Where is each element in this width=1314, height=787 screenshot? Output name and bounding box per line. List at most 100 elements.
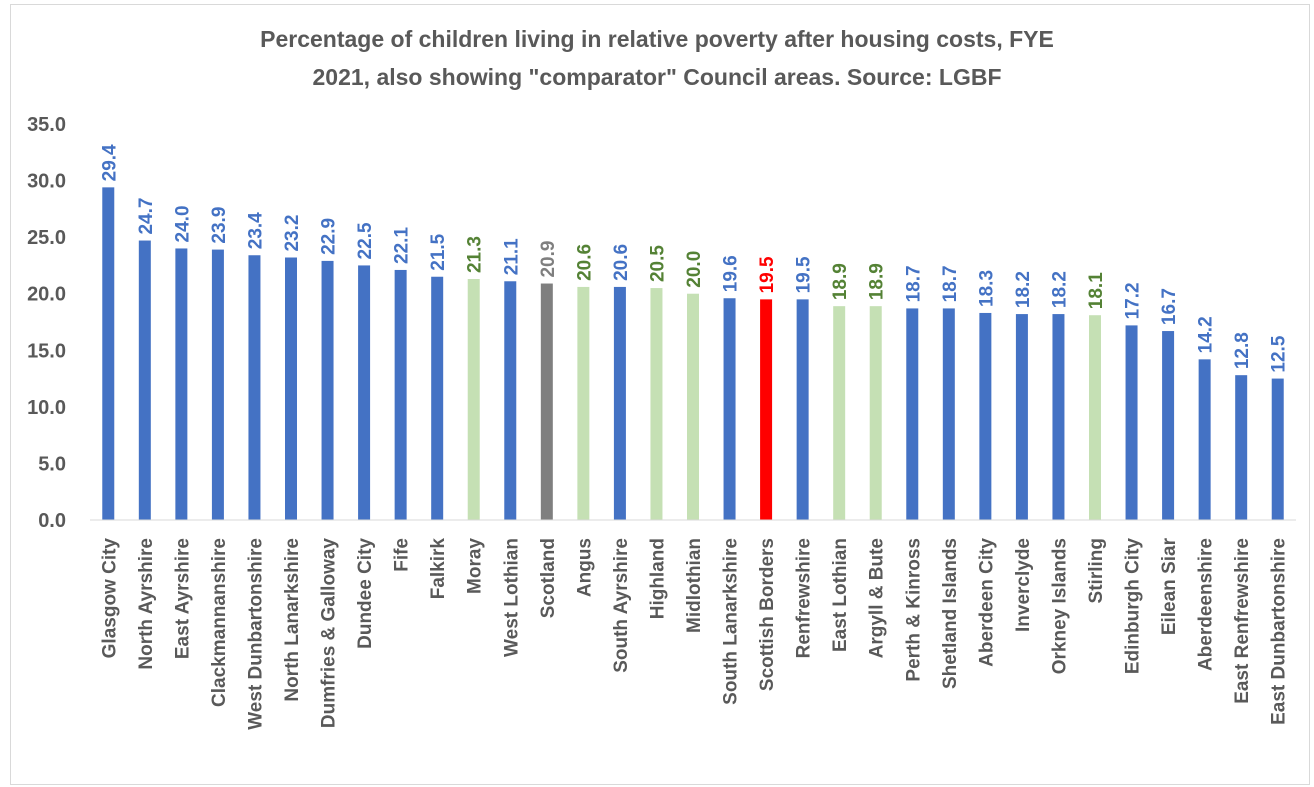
x-tick-label: South Lanarkshire [721,538,742,705]
y-tick-label: 20.0 [27,284,66,306]
x-tick-label: East Ayrshire [172,538,193,659]
bar [1162,331,1175,520]
data-label: 19.5 [757,256,778,293]
bar [1015,314,1028,520]
bar [540,283,553,520]
x-tick-label: Falkirk [428,538,449,600]
data-label: 21.3 [465,236,486,273]
bar [285,257,297,520]
x-tick-label: Scotland [538,538,559,618]
bar [138,240,151,520]
y-tick-label: 15.0 [27,340,66,362]
bar [906,308,919,520]
bar [102,187,115,521]
x-tick-label: Edinburgh City [1123,538,1144,675]
x-tick-label: West Dunbartonshire [245,538,266,730]
x-tick-label: Midlothian [684,538,705,633]
data-label: 19.5 [794,256,815,293]
x-tick-label: East Lothian [830,538,851,652]
x-tick-label: Clackmannanshire [209,538,230,707]
y-tick-label: 30.0 [27,171,66,193]
data-label: 22.5 [355,222,376,259]
bar [394,269,407,520]
data-label: 23.9 [209,207,230,244]
y-tick-label: 35.0 [27,114,66,136]
chart-title: Percentage of children living in relativ… [0,20,1314,96]
x-tick-label: Eilean Siar [1159,537,1180,635]
data-label: 18.9 [830,263,851,300]
data-label: 20.0 [684,251,705,288]
y-axis: 0.0 5.0 10.0 15.0 20.0 25.0 30.0 35.0 [27,114,66,532]
x-tick-label: Moray [465,538,486,594]
data-label: 16.7 [1159,288,1180,325]
x-tick-label: North Ayrshire [136,538,157,670]
data-label: 18.7 [940,265,961,302]
x-tick-label: Angus [574,538,595,597]
bar [1235,375,1248,520]
y-tick-label: 25.0 [27,227,66,249]
x-tick-label: Aberdeen City [976,538,997,667]
data-label: 12.8 [1232,332,1253,369]
bar [431,276,444,520]
data-label: 22.1 [392,227,413,264]
data-label: 12.5 [1269,335,1290,372]
x-tick-label: Aberdeenshire [1196,538,1217,671]
bar [650,288,663,520]
bar [613,286,626,520]
x-tick-label: North Lanarkshire [282,538,303,702]
x-tick-label: Highland [647,538,668,619]
data-label: 21.5 [428,233,449,270]
data-label: 18.2 [1013,271,1034,308]
data-label: 20.5 [647,245,668,282]
bar [1052,314,1065,520]
bar [467,279,480,520]
bar [979,312,992,520]
bar [833,306,846,520]
bar [869,306,882,520]
data-label: 18.9 [867,263,888,300]
bar [211,249,224,521]
x-tick-label: Stirling [1086,538,1107,603]
bar [1198,359,1211,520]
data-label: 24.7 [136,198,157,235]
data-label: 20.9 [538,241,559,278]
x-tick-label: Renfrewshire [794,538,815,658]
x-tick-label: Inverclyde [1013,538,1034,632]
x-tick-label: Fife [392,538,413,572]
x-tick-label: Dumfries & Galloway [319,538,340,728]
bar [577,286,590,520]
bar [504,281,517,520]
bar [723,298,736,520]
bars [102,187,1284,521]
data-label: 18.7 [903,265,924,302]
bar [942,308,955,520]
data-label: 18.1 [1086,272,1107,309]
x-tick-label: East Renfrewshire [1232,538,1253,704]
data-label: 18.2 [1049,271,1070,308]
x-tick-label: Argyll & Bute [867,538,888,658]
x-tick-label: Orkney Islands [1049,538,1070,674]
x-tick-label: South Ayrshire [611,538,632,673]
data-label: 17.2 [1123,282,1144,319]
data-label: 24.0 [172,205,193,242]
data-label: 18.3 [976,270,997,307]
bar [687,293,699,520]
bar [1089,315,1101,520]
data-label: 14.2 [1196,316,1217,353]
data-label: 20.6 [574,244,595,281]
x-tick-label: Scottish Borders [757,538,778,691]
x-tick-label: Glasgow City [99,538,120,659]
bar [175,248,188,520]
data-label: 21.1 [501,238,522,275]
data-label: 23.2 [282,215,303,252]
bar [1271,378,1284,520]
y-tick-label: 10.0 [27,397,66,419]
bar [796,299,809,520]
y-tick-label: 0.0 [38,510,66,532]
bar [321,260,334,520]
bar [358,265,371,520]
data-label: 22.9 [319,218,340,255]
x-tick-label: East Dunbartonshire [1269,538,1290,725]
data-label: 20.6 [611,244,632,281]
chart-title-line-1: Percentage of children living in relativ… [260,26,1054,52]
